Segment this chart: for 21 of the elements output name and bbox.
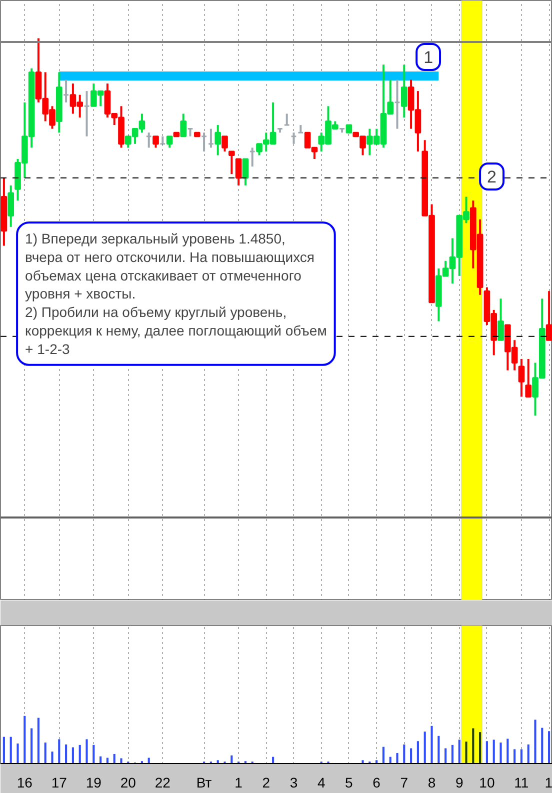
series-label: 1 — [424, 48, 434, 67]
x-tick-label: 17 — [51, 774, 68, 790]
annotation: 1) Впереди зеркальный уровень 1.4850, вчера от него отскочили. На повышающихся объемах цена отскакивает от отмеченного уровня + хвосты. 2) Пробили на объему круглый уровень, коррекция к нему, далее поглощающий объем + 1-2-3 — [25, 230, 327, 357]
x-tick-label: 9 — [455, 774, 464, 790]
x-tick-label: 10 — [479, 774, 495, 790]
x-tick-label: 1 — [544, 774, 552, 790]
x-tick-label: Вт — [196, 774, 212, 790]
x-tick-label: 1 — [234, 774, 243, 790]
x-tick-label: 2 — [262, 774, 270, 790]
x-tick-label: 5 — [345, 774, 354, 790]
x-tick-label: 22 — [154, 774, 171, 790]
x-tick-label: 3 — [290, 774, 298, 790]
x-tick-label: 20 — [120, 774, 136, 790]
annotation: 2 — [487, 168, 497, 186]
x-tick-label: 8 — [428, 774, 436, 790]
x-tick-label: 19 — [86, 774, 102, 790]
x-tick-label: 11 — [514, 774, 529, 790]
x-tick-label: 4 — [317, 774, 326, 790]
x-tick-label: 16 — [16, 774, 33, 790]
x-tick-label: 7 — [400, 774, 408, 790]
x-tick-label: 6 — [372, 774, 381, 790]
